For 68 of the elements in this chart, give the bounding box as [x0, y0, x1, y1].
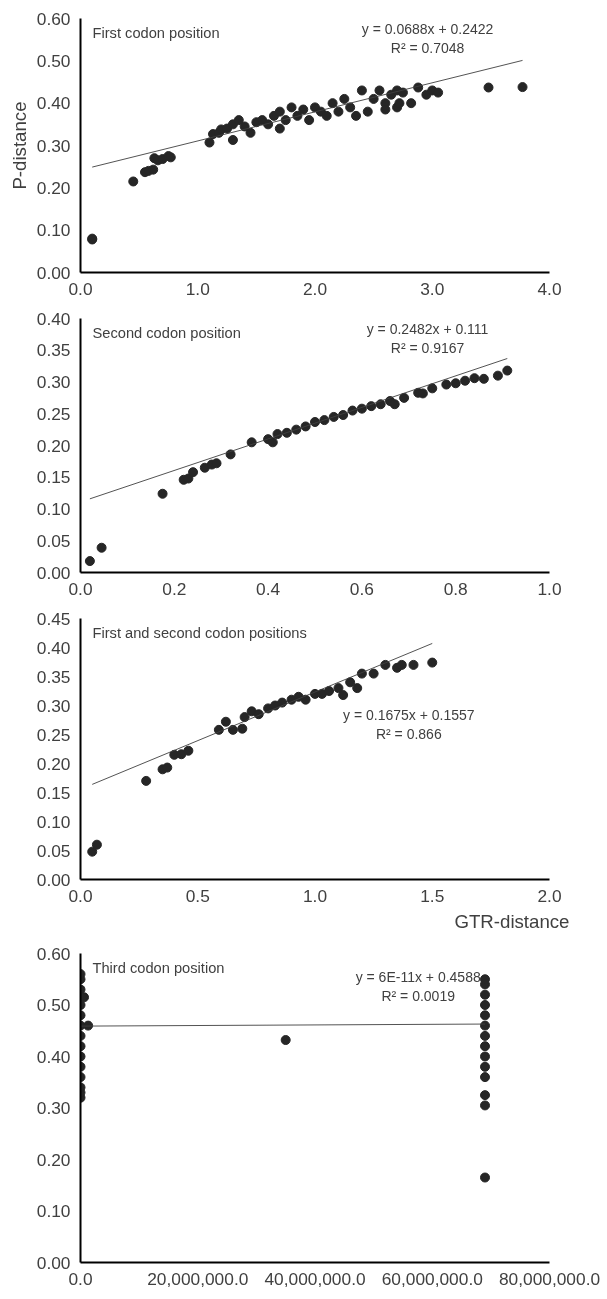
x-tick-label: 80,000,000.0 — [498, 1268, 601, 1289]
x-tick-label: 0.8 — [443, 578, 468, 599]
x-tick-label: 0.0 — [68, 578, 93, 599]
y-tick-label: 0.00 — [36, 262, 71, 283]
y-tick-label: 0.30 — [36, 135, 71, 156]
chart-title: First and second codon positions — [92, 624, 307, 641]
x-tick-label: 3.0 — [420, 278, 445, 299]
y-tick-label: 0.30 — [36, 1098, 71, 1118]
x-axis-title: GTR-distance — [454, 910, 570, 932]
x-tick-label: 1.5 — [420, 885, 445, 906]
y-tick-label: 0.15 — [36, 782, 71, 803]
x-tick-label: 1.0 — [537, 578, 562, 599]
x-tick-label: 60,000,000.0 — [381, 1268, 483, 1289]
y-tick-label: 0.15 — [36, 467, 71, 488]
annotation: R² = 0.9167 — [390, 340, 465, 357]
y-tick-label: 0.40 — [36, 308, 71, 329]
annotation: R² = 0.7048 — [390, 40, 465, 57]
y-tick-label: 0.00 — [36, 1252, 71, 1273]
y-tick-label: 0.40 — [36, 93, 71, 114]
x-tick-label: 1.0 — [185, 278, 210, 299]
y-tick-label: 0.05 — [36, 530, 71, 551]
y-tick-label: 0.40 — [36, 1046, 71, 1067]
y-tick-label: 0.30 — [36, 372, 71, 392]
x-tick-label: 0.0 — [68, 885, 93, 906]
x-tick-label: 4.0 — [537, 278, 562, 299]
x-tick-label: 0.5 — [185, 885, 210, 906]
y-tick-label: 0.20 — [36, 753, 71, 774]
x-tick-label: 0.6 — [349, 578, 374, 599]
y-tick-label: 0.25 — [36, 403, 71, 424]
chart-title: Second codon position — [92, 324, 241, 341]
y-tick-label: 0.60 — [36, 8, 71, 29]
x-tick-label: 2.0 — [537, 885, 562, 906]
y-tick-label: 0.10 — [36, 811, 71, 832]
annotation: y = 6E-11x + 0.4588 — [355, 968, 481, 985]
y-tick-label: 0.50 — [36, 995, 71, 1015]
x-tick-label: 40,000,000.0 — [264, 1268, 366, 1289]
annotation: y = 0.0688x + 0.2422 — [361, 21, 494, 38]
x-tick-label: 0.4 — [256, 578, 281, 599]
y-tick-label: 0.20 — [36, 435, 71, 456]
y-tick-label: 0.30 — [36, 695, 71, 716]
y-tick-label: 0.35 — [36, 666, 71, 687]
y-tick-label: 0.25 — [36, 724, 71, 745]
y-tick-label: 0.50 — [36, 50, 71, 71]
y-axis-title: P-distance — [8, 101, 30, 190]
annotation: y = 0.1675x + 0.1557 — [343, 707, 475, 724]
y-tick-label: 0.00 — [36, 869, 71, 890]
y-tick-label: 0.60 — [36, 943, 71, 964]
y-tick-label: 0.20 — [36, 177, 71, 198]
y-tick-label: 0.10 — [36, 1201, 71, 1221]
y-tick-label: 0.10 — [36, 220, 71, 241]
x-tick-label: 2.0 — [302, 278, 328, 299]
y-tick-label: 0.05 — [36, 840, 71, 861]
x-tick-label: 1.0 — [302, 885, 328, 906]
x-tick-label: 0.0 — [68, 1268, 93, 1289]
x-tick-label: 0.2 — [162, 578, 187, 599]
annotation: R² = 0.866 — [375, 726, 442, 743]
x-tick-label: 20,000,000.0 — [147, 1268, 249, 1289]
chart-title: Third codon position — [92, 959, 225, 976]
x-tick-label: 0.0 — [68, 278, 93, 299]
y-tick-label: 0.10 — [36, 499, 71, 519]
y-tick-label: 0.40 — [36, 637, 71, 658]
y-tick-label: 0.00 — [36, 562, 71, 583]
annotation: y = 0.2482x + 0.111 — [366, 321, 489, 338]
y-tick-label: 0.45 — [36, 608, 71, 629]
y-tick-label: 0.20 — [36, 1149, 71, 1170]
annotation: R² = 0.0019 — [381, 987, 456, 1004]
y-tick-label: 0.35 — [36, 340, 71, 361]
chart-title: First codon position — [92, 24, 220, 41]
